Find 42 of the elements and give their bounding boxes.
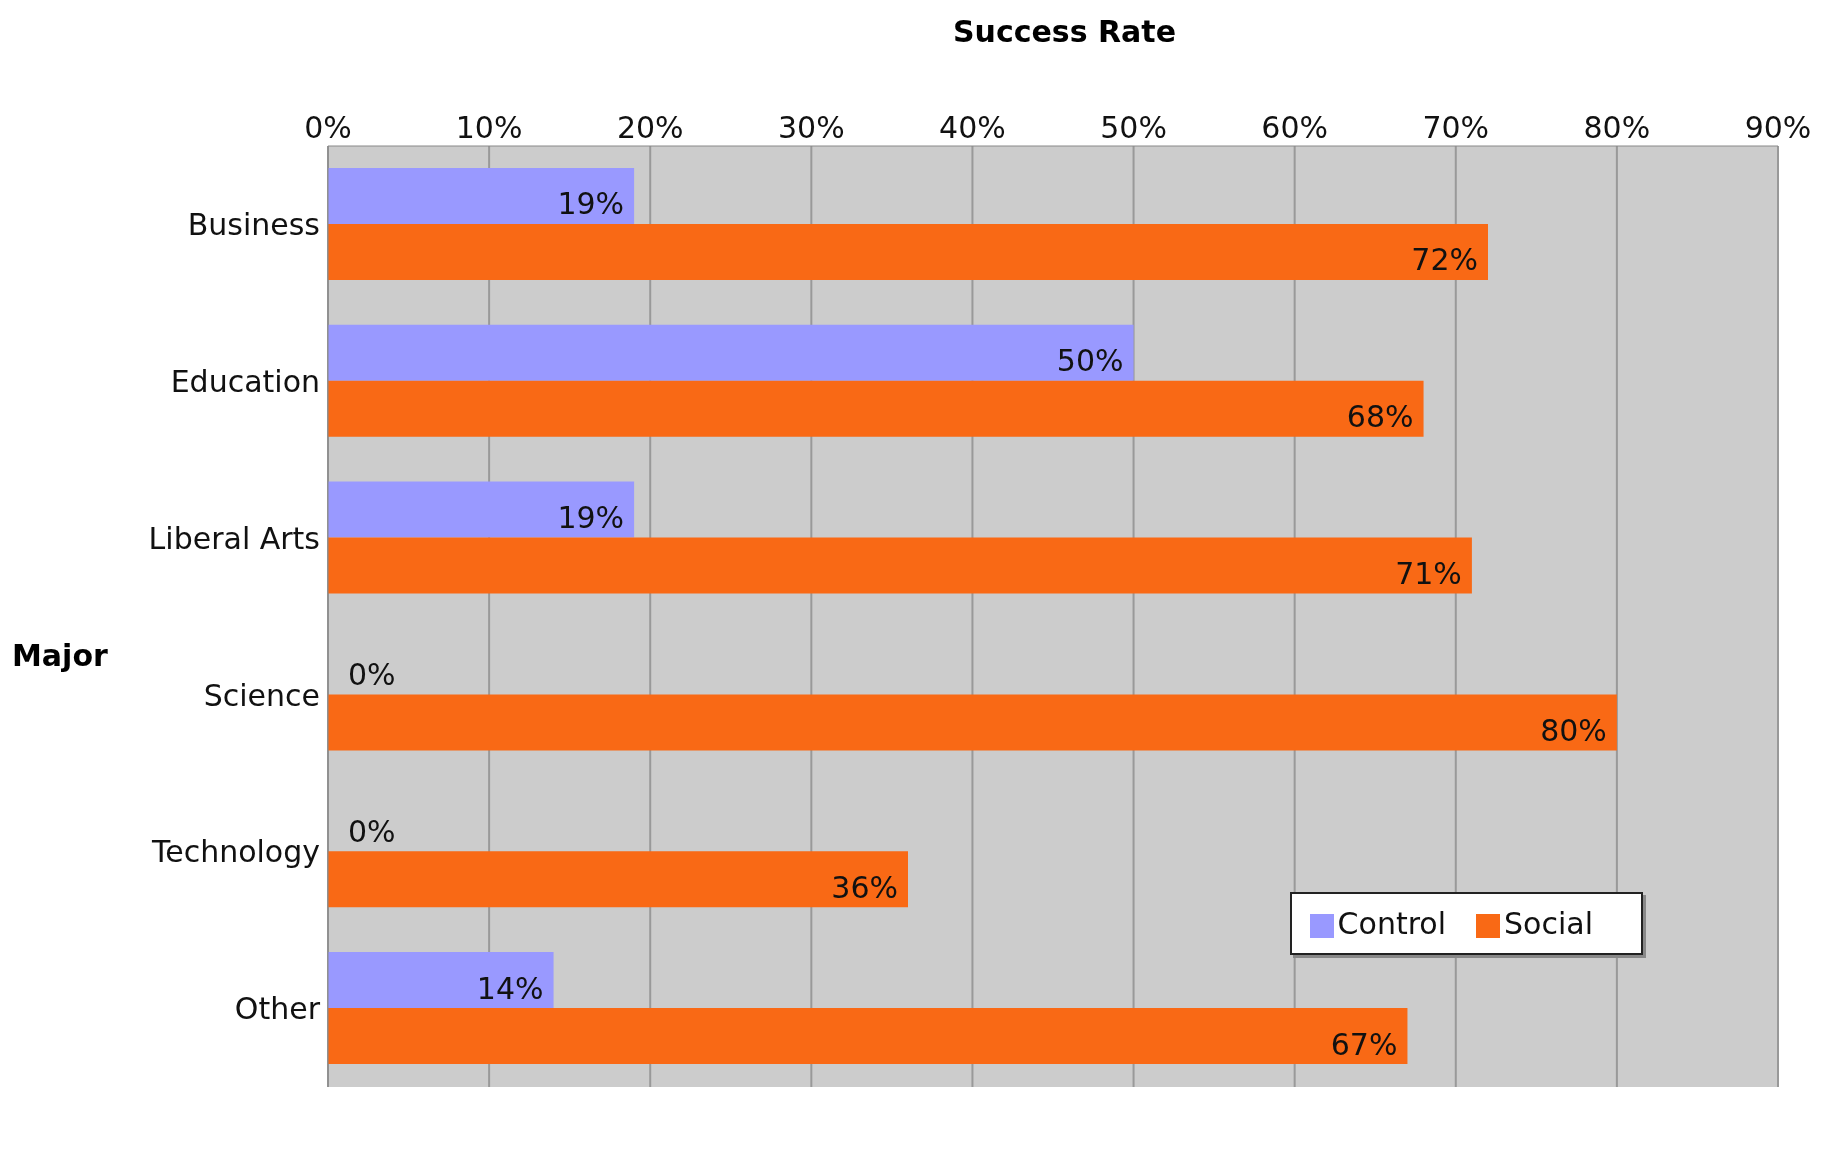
y-tick-label: Science [203, 677, 320, 713]
legend-label: Social [1504, 906, 1593, 941]
y-axis-title: Major [12, 638, 108, 673]
data-label: 0% [348, 813, 396, 849]
legend-label: Control [1337, 906, 1447, 941]
bar [328, 380, 1424, 437]
x-tick-label: 30% [777, 110, 845, 145]
y-tick-label: Other [234, 991, 321, 1027]
data-label: 71% [1395, 556, 1462, 592]
y-tick-label: Liberal Arts [148, 520, 320, 556]
x-tick-label: 90% [1744, 110, 1812, 145]
y-tick-label: Technology [150, 834, 320, 870]
x-tick-label: 60% [1261, 110, 1329, 145]
data-label: 19% [557, 499, 625, 535]
x-tick-label: 70% [1422, 110, 1490, 145]
bar [328, 952, 554, 1009]
x-tick-label: 50% [1100, 110, 1167, 145]
data-label: 67% [1330, 1027, 1398, 1063]
x-tick-label: 10% [455, 110, 523, 145]
bar [328, 1008, 1408, 1065]
bar [328, 167, 635, 224]
bar [328, 223, 1488, 280]
x-tick-label: 80% [1583, 110, 1651, 145]
data-label: 14% [476, 970, 544, 1006]
y-tick-label: Education [170, 363, 320, 399]
x-tick-label: 40% [939, 110, 1006, 145]
data-label: 36% [831, 870, 898, 906]
bar [328, 537, 1472, 594]
bar [328, 324, 1134, 381]
bar [328, 851, 908, 908]
data-label: 68% [1346, 399, 1414, 435]
x-tick-label: 0% [304, 110, 352, 145]
data-label: 80% [1540, 713, 1607, 749]
bar [328, 481, 635, 538]
y-tick-label: Business [187, 207, 320, 243]
x-tick-label: 20% [616, 110, 684, 145]
data-label: 72% [1411, 242, 1478, 278]
data-label: 0% [348, 656, 396, 692]
data-label: 50% [1056, 342, 1124, 378]
bar [328, 694, 1617, 751]
data-label: 19% [557, 185, 625, 221]
x-axis-title: Success Rate [951, 14, 1178, 49]
